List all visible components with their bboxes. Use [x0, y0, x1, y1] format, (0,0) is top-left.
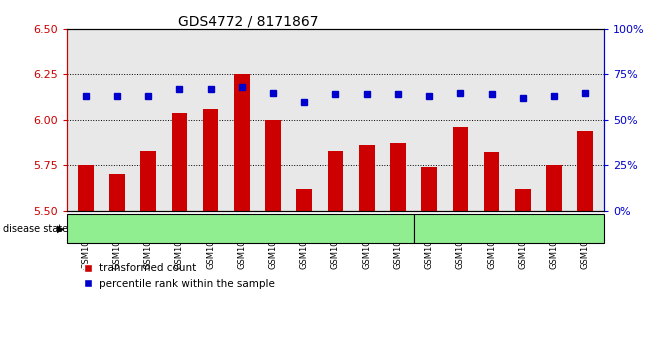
Bar — [78, 165, 94, 211]
Bar — [203, 109, 219, 211]
Bar — [515, 189, 531, 211]
Bar — [109, 174, 125, 211]
Bar — [234, 74, 250, 211]
Legend: transformed count, percentile rank within the sample: transformed count, percentile rank withi… — [79, 259, 279, 293]
Bar — [577, 131, 593, 211]
Bar — [359, 145, 374, 211]
Bar — [327, 151, 344, 211]
Bar — [484, 152, 499, 211]
Bar — [265, 120, 281, 211]
Bar — [172, 113, 187, 211]
Text: dilated cardiomyopathy: dilated cardiomyopathy — [174, 224, 307, 234]
Bar — [546, 165, 562, 211]
Bar — [297, 189, 312, 211]
Text: GDS4772 / 8171867: GDS4772 / 8171867 — [178, 15, 319, 29]
Text: normal: normal — [490, 224, 529, 234]
Bar — [140, 151, 156, 211]
Text: disease state: disease state — [3, 224, 68, 234]
Text: ▶: ▶ — [57, 224, 64, 234]
Bar — [390, 143, 406, 211]
Bar — [421, 167, 437, 211]
Bar — [452, 127, 468, 211]
